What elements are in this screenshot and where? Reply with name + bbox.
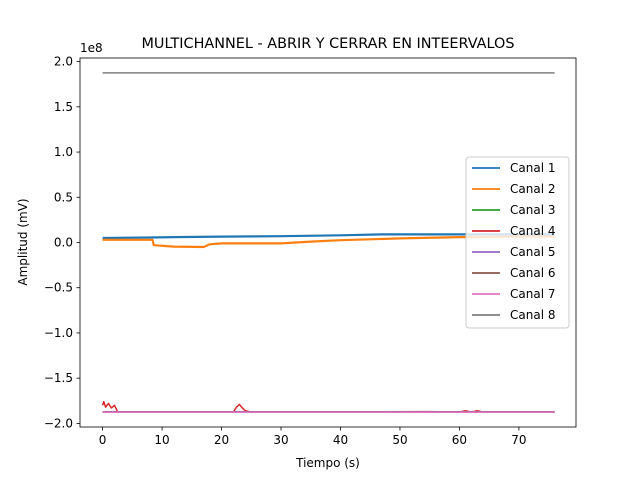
y-axis-label: Amplitud (mV) — [16, 198, 30, 285]
y-tick-label: 1.0 — [54, 145, 73, 159]
legend-entry-3: Canal 3 — [510, 203, 555, 217]
x-tick-label: 30 — [273, 433, 288, 447]
x-tick-label: 60 — [452, 433, 467, 447]
x-tick-label: 0 — [99, 433, 107, 447]
y-tick-label: 1.5 — [54, 100, 73, 114]
x-axis: 0 10 20 30 40 50 60 70 — [99, 427, 527, 447]
x-axis-label: Tiempo (s) — [295, 456, 360, 470]
x-tick-label: 20 — [214, 433, 229, 447]
x-tick-label: 70 — [511, 433, 526, 447]
legend-entry-1: Canal 1 — [510, 161, 555, 175]
y-tick-label: 2.0 — [54, 55, 73, 69]
y-tick-label: −1.0 — [44, 326, 73, 340]
legend-entry-8: Canal 8 — [510, 308, 555, 322]
legend-entry-4: Canal 4 — [510, 224, 555, 238]
y-tick-label: −1.5 — [44, 371, 73, 385]
y-tick-label: 0.5 — [54, 190, 73, 204]
legend-entry-6: Canal 6 — [510, 266, 555, 280]
y-tick-label: 0.0 — [54, 236, 73, 250]
legend: Canal 1 Canal 2 Canal 3 Canal 4 Canal 5 Canal… — [465, 156, 570, 329]
y-tick-label: −0.5 — [44, 281, 73, 295]
series-line-2 — [102, 235, 555, 249]
y-axis: −2.0 −1.5 −1.0 −0.5 0.0 0.5 1.0 1.5 2.0 — [44, 55, 80, 430]
series-line-4 — [101, 400, 555, 413]
y-scale-label: 1e8 — [80, 41, 103, 55]
y-tick-label: −2.0 — [44, 416, 73, 430]
chart-title: MULTICHANNEL - ABRIR Y CERRAR EN INTEERV… — [142, 36, 515, 52]
legend-entry-2: Canal 2 — [510, 182, 555, 196]
legend-entry-7: Canal 7 — [510, 287, 555, 301]
x-tick-label: 10 — [154, 433, 169, 447]
legend-box — [465, 156, 570, 329]
legend-entry-5: Canal 5 — [510, 245, 555, 259]
x-tick-label: 40 — [333, 433, 348, 447]
x-tick-label: 50 — [392, 433, 407, 447]
